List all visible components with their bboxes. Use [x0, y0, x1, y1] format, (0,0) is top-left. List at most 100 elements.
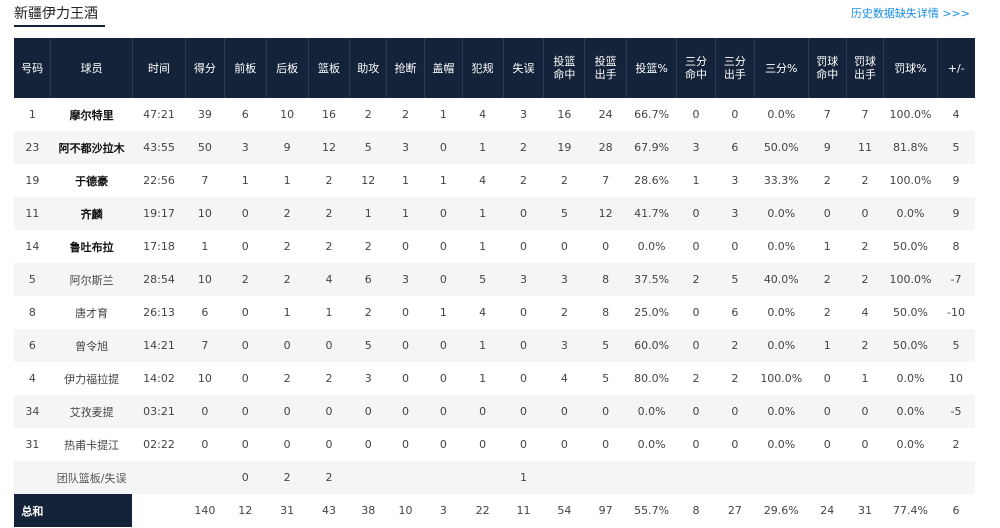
stat-cell: 0 — [519, 240, 527, 253]
stat-cell: 0 — [402, 438, 410, 451]
stat-cell: 0 — [439, 207, 447, 220]
player-name-cell[interactable]: 齐麟 — [80, 207, 103, 221]
stat-cell: 0 — [241, 207, 249, 220]
stat-cell: 5 — [28, 273, 36, 286]
stat-cell: 3 — [560, 273, 568, 286]
column-header[interactable]: 盖帽 — [424, 38, 463, 98]
column-header[interactable]: 三分 出手 — [715, 38, 755, 98]
player-name-cell[interactable]: 摩尔特里 — [69, 108, 114, 122]
column-header[interactable]: 抢断 — [386, 38, 425, 98]
column-header[interactable]: 球员 — [50, 38, 133, 98]
player-name-cell[interactable]: 阿不都沙拉木 — [58, 141, 125, 155]
stat-cell: 5 — [731, 273, 739, 286]
column-header[interactable]: 三分 命中 — [676, 38, 716, 98]
stat-cell — [677, 461, 716, 494]
stat-cell: 1 — [479, 372, 487, 385]
stat-cell: 0 — [519, 372, 527, 385]
column-header[interactable]: 罚球% — [883, 38, 938, 98]
stat-cell — [715, 461, 754, 494]
stat-cell: 4 — [28, 372, 36, 385]
column-header[interactable]: 失误 — [503, 38, 545, 98]
stat-cell: 60.0% — [634, 339, 670, 352]
table-row: 31 热甫卡提江 02:22 0 0 0 0 0 0 0 0 0 0 0 0.0% 0 0 0.0% 0 0 0.0% 2 — [14, 428, 975, 461]
table-row: 6 曾令旭 14:21 7 0 0 0 5 0 0 1 0 3 5 60.0% 0 2 0.0% 1 2 50.0% 5 — [14, 329, 975, 362]
stat-cell: 2 — [325, 372, 333, 385]
stat-cell: 2 — [731, 339, 739, 352]
stat-cell: 1 — [283, 306, 291, 319]
stat-cell: 47:21 — [143, 108, 175, 121]
stat-cell — [387, 461, 425, 494]
column-header[interactable]: 号码 — [14, 38, 52, 98]
column-header[interactable]: 时间 — [132, 38, 187, 98]
stat-cell: 10 — [949, 372, 963, 385]
column-header[interactable]: +/- — [947, 61, 965, 75]
stat-cell: 0.0% — [767, 207, 796, 220]
stat-cell: 41.7% — [634, 207, 670, 220]
column-header[interactable]: 投篮 命中 — [543, 38, 586, 98]
column-header[interactable]: 前板 — [224, 38, 267, 98]
player-name-cell[interactable]: 艾孜麦提 — [69, 405, 114, 419]
column-header[interactable]: 篮板 — [308, 38, 351, 98]
player-name-cell[interactable]: 唐才育 — [75, 306, 109, 320]
stat-cell: 12 — [598, 207, 613, 220]
stat-cell: 7 — [861, 108, 869, 121]
column-header[interactable]: 罚球 命中 — [808, 38, 847, 98]
player-name-cell[interactable]: 鲁吐布拉 — [69, 240, 114, 254]
stat-cell: 0.0% — [637, 405, 666, 418]
stat-cell: 28:54 — [143, 273, 175, 286]
player-name-cell[interactable]: 阿尔斯兰 — [69, 273, 114, 287]
stat-cell: 2 — [283, 240, 291, 253]
stat-cell: 5 — [952, 339, 960, 352]
stat-cell: 2 — [325, 240, 333, 253]
column-header[interactable]: 投篮% — [626, 38, 678, 98]
stat-cell: 4 — [479, 174, 487, 187]
stat-cell: 0 — [325, 405, 333, 418]
stat-cell: 4 — [325, 273, 333, 286]
stat-cell: 0 — [823, 405, 831, 418]
stat-cell: 0 — [861, 438, 869, 451]
column-header[interactable]: 助攻 — [349, 38, 388, 98]
stat-cell: 5 — [602, 372, 610, 385]
stat-cell: 02:22 — [143, 438, 175, 451]
stat-cell: 24 — [598, 108, 613, 121]
stat-cell: 0 — [364, 438, 372, 451]
team-title[interactable]: 新疆伊力王酒 — [14, 6, 98, 22]
stat-cell: 0 — [519, 306, 527, 319]
column-header[interactable]: 三分% — [754, 38, 809, 98]
stat-cell: 0 — [439, 273, 447, 286]
stat-cell: 2 — [325, 471, 333, 484]
stat-cell: 19:17 — [143, 207, 175, 220]
player-name-cell[interactable]: 热甫卡提江 — [64, 438, 120, 452]
stat-cell: 0 — [241, 339, 249, 352]
stat-cell: -7 — [950, 273, 962, 286]
stat-cell — [884, 461, 937, 494]
stat-cell: 5 — [364, 339, 372, 352]
player-name-cell[interactable]: 于德豪 — [75, 174, 109, 188]
stat-cell: 1 — [439, 306, 447, 319]
stat-cell: 10 — [280, 108, 295, 121]
player-name-cell[interactable]: 伊力福拉提 — [64, 372, 120, 386]
stat-cell: 16 — [321, 108, 336, 121]
stat-cell: 0.0% — [767, 306, 796, 319]
stat-cell: 0 — [731, 405, 739, 418]
stat-cell: 2 — [861, 339, 869, 352]
table-row: 11 齐麟 19:17 10 0 2 2 1 1 0 1 0 5 12 41.7% 0 3 0.0% 0 0 0.0% 9 — [14, 197, 975, 230]
stat-cell: 80.0% — [634, 372, 670, 385]
stat-cell: 2 — [283, 471, 291, 484]
stat-cell: 0.0% — [896, 207, 925, 220]
player-name-cell[interactable]: 曾令旭 — [75, 339, 109, 353]
stat-cell: 28 — [598, 141, 613, 154]
column-header[interactable]: 后板 — [266, 38, 309, 98]
column-header[interactable]: 投篮 出手 — [584, 38, 628, 98]
history-data-link[interactable]: 历史数据缺失详情 >>> — [850, 7, 970, 20]
stat-cell: 0 — [241, 372, 249, 385]
column-header[interactable]: 罚球 出手 — [846, 38, 885, 98]
column-header[interactable]: 得分 — [185, 38, 225, 98]
stat-cell: 0 — [731, 438, 739, 451]
stat-cell: 2 — [283, 372, 291, 385]
stat-cell: 2 — [861, 174, 869, 187]
table-row: 19 于德豪 22:56 7 1 1 2 12 1 1 4 2 2 7 28.6% 1 3 33.3% 2 2 100.… — [14, 164, 975, 197]
stat-cell: 6 — [952, 504, 960, 517]
column-header[interactable]: 犯规 — [462, 38, 504, 98]
stat-cell — [585, 461, 627, 494]
